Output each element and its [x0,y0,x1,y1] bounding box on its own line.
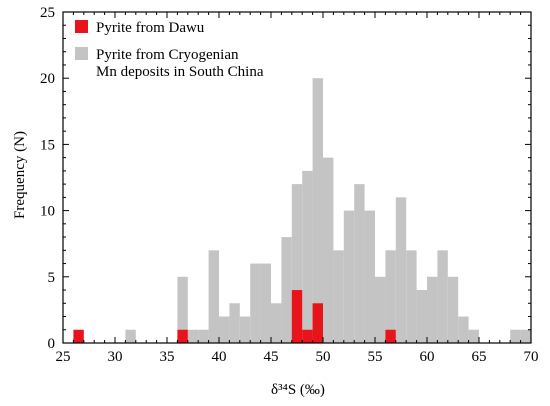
plot-frame [62,11,532,344]
x-tick-label: 65 [472,349,487,365]
cryogenian-bar [406,250,417,343]
y-tick-label: 0 [48,336,56,352]
cryogenian-bar [364,210,375,343]
x-tick-label: 70 [524,349,539,365]
x-tick-label: 30 [108,349,123,365]
legend-label-cryogenian: Mn deposits in South China [96,64,264,80]
cryogenian-bar [302,170,313,343]
cryogenian-bar [198,329,209,343]
x-tick-label: 45 [264,349,279,365]
y-axis-label: Frequency (N) [12,131,28,219]
legend-label-cryogenian: Pyrite from Cryogenian [96,47,239,63]
cryogenian-bar [312,78,323,343]
cryogenian-bar [250,263,261,343]
cryogenian-bar [385,250,396,343]
cryogenian-bar [468,329,479,343]
y-tick-label: 5 [48,270,56,286]
legend-swatch-cryogenian [75,47,88,60]
cryogenian-bar [427,276,438,343]
dawu-bar [73,329,84,343]
cryogenian-bar [323,157,334,343]
y-tick-label: 15 [40,137,55,153]
x-tick-label: 35 [160,349,175,365]
cryogenian-bars [125,78,531,343]
axes: 25 30 35 40 45 50 55 60 65 70 0 5 10 15 20 25 [40,5,539,365]
cryogenian-bar [333,250,344,343]
cryogenian-bar [416,290,427,343]
legend-swatch-dawu [75,20,88,33]
cryogenian-bar [187,329,199,343]
x-tick-label: 25 [56,349,71,365]
dawu-bar [385,329,396,343]
dawu-bars [73,290,396,343]
dawu-bar [302,329,313,343]
cryogenian-bar [260,263,271,343]
cryogenian-bar [291,184,303,343]
x-tick-label: 60 [420,349,435,365]
cryogenian-bar [520,329,531,343]
cryogenian-bar [343,210,355,343]
legend: Pyrite from Dawu Pyrite from CryogenianMn… [75,20,264,80]
legend-label-dawu: Pyrite from Dawu [96,20,205,36]
y-tick-label: 20 [40,71,55,87]
cryogenian-bar [354,184,365,343]
x-tick-label: 50 [316,349,331,365]
dawu-bar [177,329,188,343]
cryogenian-bar [395,197,407,343]
dawu-bar [312,303,323,343]
cryogenian-bar [208,250,219,343]
y-tick-label: 10 [40,204,55,220]
dawu-bar [291,290,303,343]
cryogenian-bar [229,303,240,343]
cryogenian-bar [125,329,136,343]
cryogenian-bar [239,316,251,343]
cryogenian-bar [447,276,459,343]
cryogenian-bar [219,316,230,343]
cryogenian-bar [271,303,282,343]
x-tick-label: 55 [368,349,383,365]
x-axis-label: δ³⁴S (‰) [271,382,325,398]
cryogenian-bar [458,316,469,343]
cryogenian-bar [281,237,292,343]
y-tick-label: 25 [40,5,55,21]
cryogenian-bar [437,250,448,343]
x-tick-label: 40 [212,349,227,365]
cryogenian-bar [510,329,521,343]
cryogenian-bar [375,276,386,343]
cryogenian-bar [177,276,188,343]
